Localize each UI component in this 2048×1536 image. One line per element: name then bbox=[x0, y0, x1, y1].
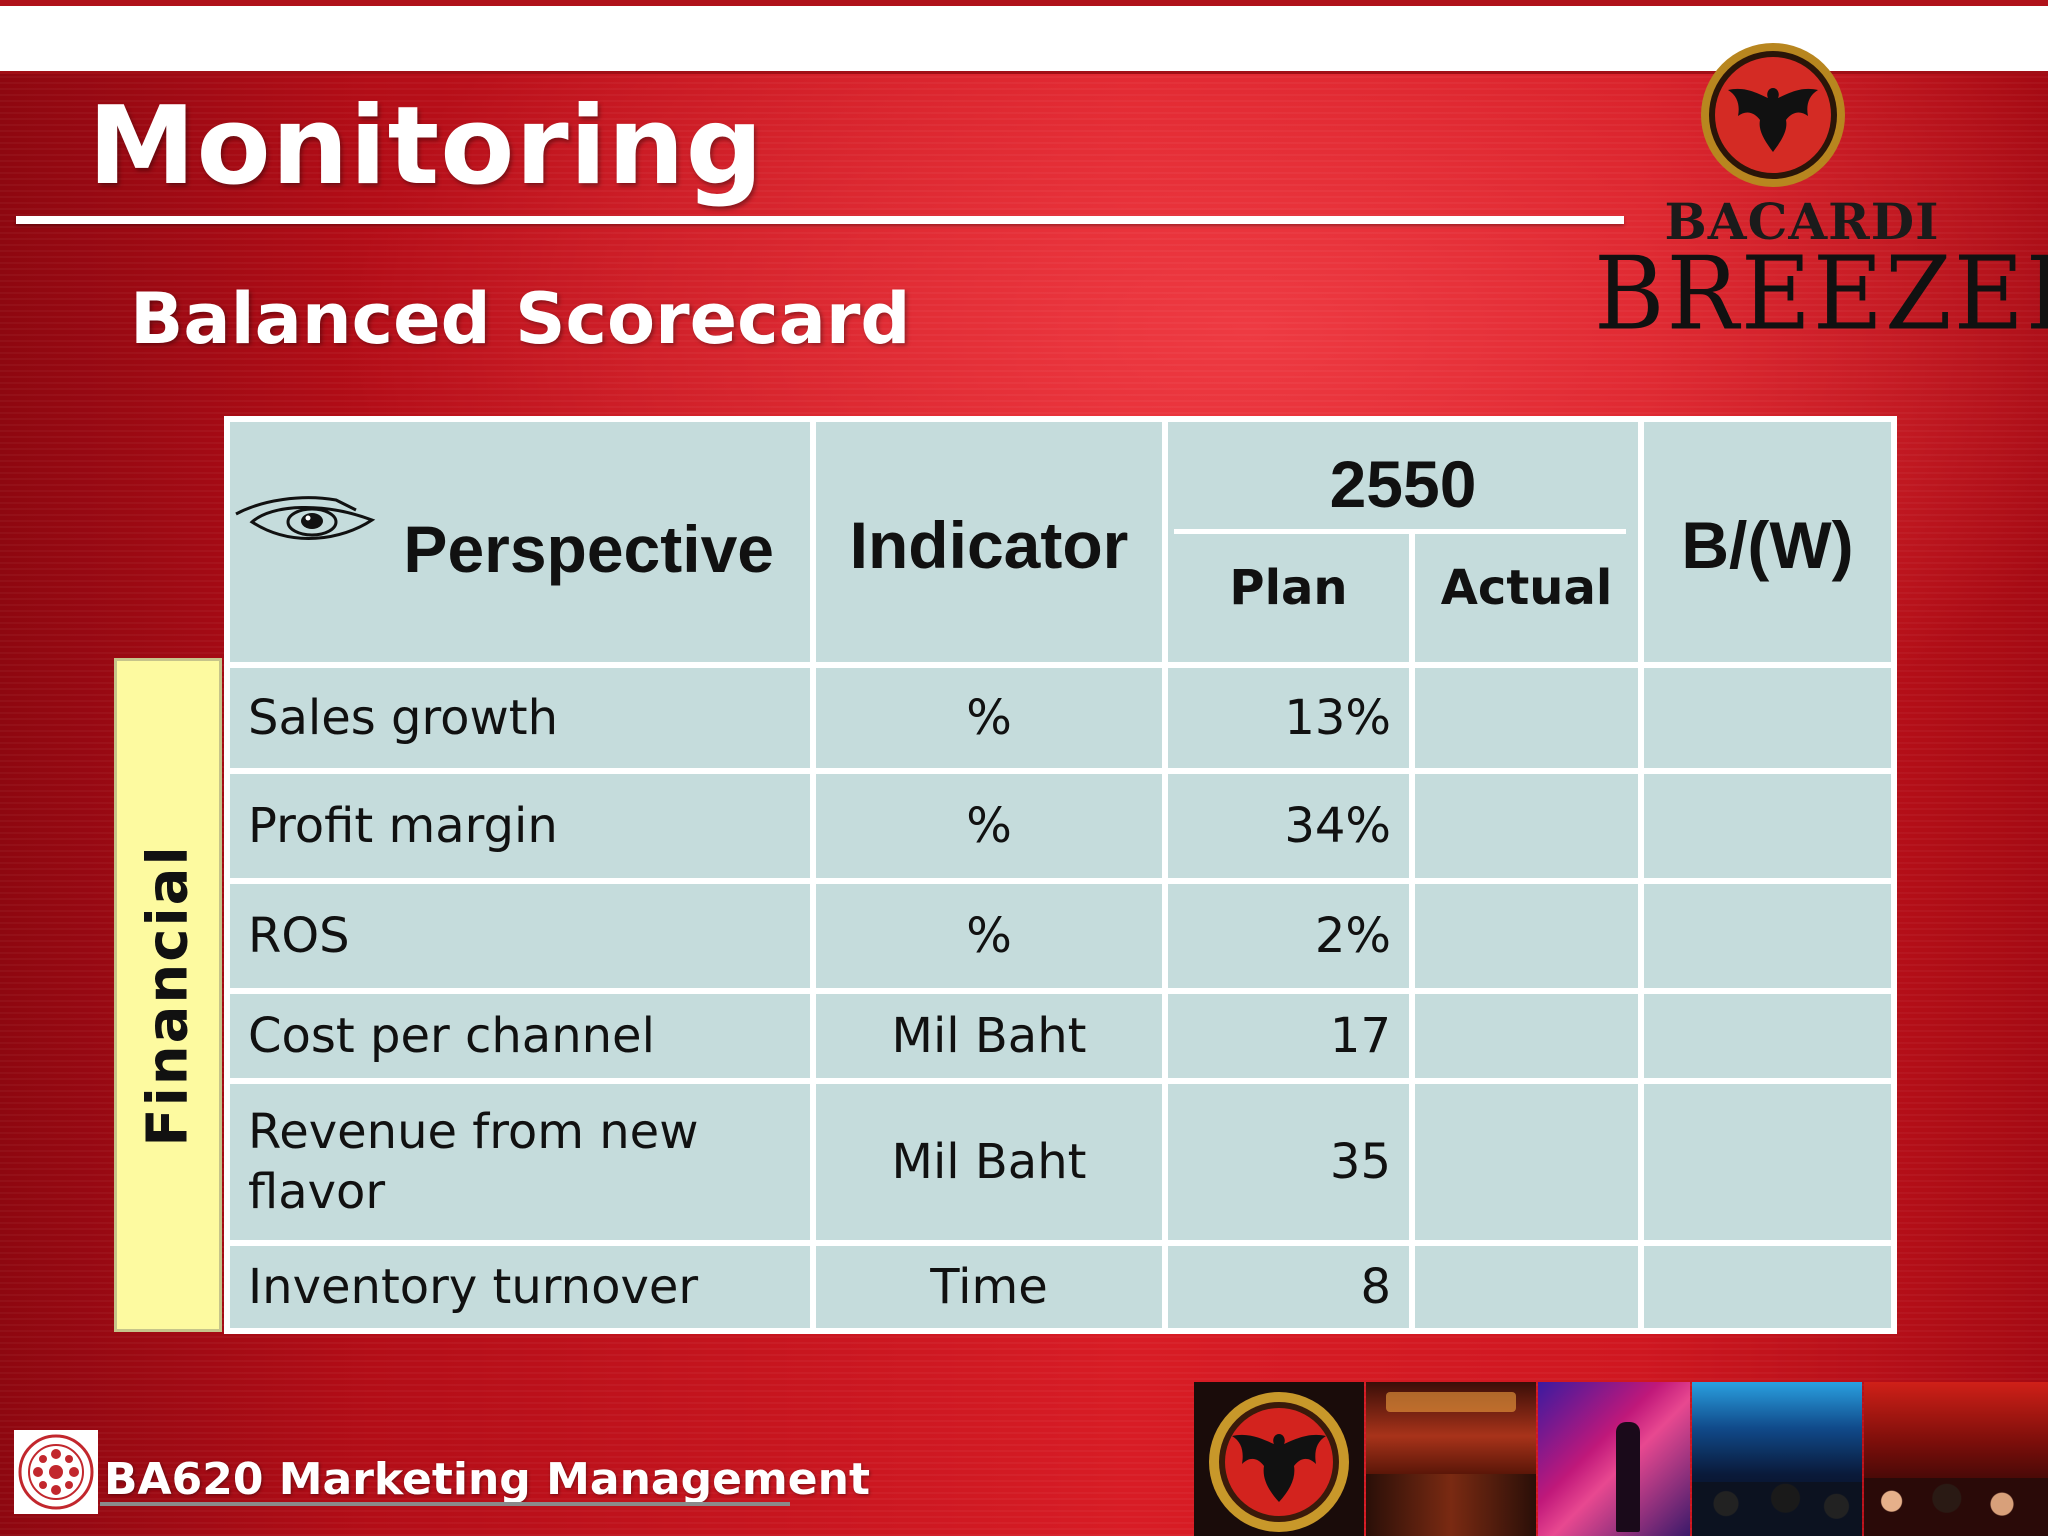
header-bw: B/(W) bbox=[1644, 422, 1891, 662]
table-row-plan: 17 bbox=[1168, 994, 1409, 1078]
table-row-plan: 2% bbox=[1168, 884, 1409, 988]
table-row-bw bbox=[1644, 668, 1891, 768]
header-plan: Plan bbox=[1229, 560, 1348, 616]
photo-performer bbox=[1616, 1422, 1640, 1532]
table-row-plan: 8 bbox=[1168, 1246, 1409, 1328]
table-row-perspective: Cost per channel bbox=[230, 994, 810, 1078]
table-row-indicator: Mil Baht bbox=[816, 994, 1162, 1078]
table-row-plan: 35 bbox=[1168, 1084, 1409, 1240]
table-row-plan: 34% bbox=[1168, 774, 1409, 878]
table-row-perspective: Revenue from new flavor bbox=[230, 1084, 810, 1240]
table-row-perspective: Sales growth bbox=[230, 668, 810, 768]
table-row-actual bbox=[1415, 1084, 1638, 1240]
table-row-bw bbox=[1644, 774, 1891, 878]
table-row-indicator: % bbox=[816, 884, 1162, 988]
header-bw-text: B/(W) bbox=[1681, 508, 1854, 582]
header-indicator-text: Indicator bbox=[849, 508, 1129, 582]
table-row-actual bbox=[1415, 884, 1638, 988]
table-row-plan: 13% bbox=[1168, 668, 1409, 768]
perspective-category-label: Financial bbox=[114, 658, 222, 1332]
table-row-bw bbox=[1644, 1084, 1891, 1240]
table-row-actual bbox=[1415, 1246, 1638, 1328]
header-year-divider bbox=[1174, 529, 1626, 534]
photo-crowd-blue bbox=[1692, 1382, 1862, 1536]
header-actual: Actual bbox=[1440, 560, 1613, 616]
footer-course-title: BA620 Marketing Management bbox=[104, 1454, 870, 1505]
footer-underline bbox=[100, 1502, 790, 1506]
header-perspective: Perspective bbox=[230, 422, 810, 662]
photo-emblem bbox=[1194, 1382, 1364, 1536]
table-row-bw bbox=[1644, 1246, 1891, 1328]
photo-bar-lights bbox=[1386, 1392, 1516, 1412]
header-year: 2550 bbox=[1329, 447, 1477, 521]
table-row-indicator: Mil Baht bbox=[816, 1084, 1162, 1240]
scorecard-table: Perspective Indicator 2550 Plan Actual B… bbox=[224, 416, 1897, 1334]
table-row-perspective-text: Revenue from new flavor bbox=[248, 1104, 699, 1220]
table-row-bw bbox=[1644, 884, 1891, 988]
brand-word-bacardi: BACARDI bbox=[1664, 192, 1940, 251]
photo-stage-performance bbox=[1538, 1382, 1690, 1536]
bat-emblem-icon bbox=[1701, 43, 1845, 187]
eye-icon bbox=[235, 496, 376, 540]
table-row-actual bbox=[1415, 774, 1638, 878]
table-row-perspective: ROS bbox=[230, 884, 810, 988]
photo-crowd-red bbox=[1864, 1382, 2048, 1536]
photo-bar-interior bbox=[1366, 1382, 1536, 1536]
photo-red-crowd bbox=[1864, 1478, 2048, 1536]
bat-emblem-photo-icon bbox=[1209, 1392, 1349, 1532]
table-row-indicator: Time bbox=[816, 1246, 1162, 1328]
header-year-group: 2550 Plan Actual bbox=[1168, 422, 1638, 662]
photo-bar-counter bbox=[1366, 1474, 1536, 1536]
table-row-actual bbox=[1415, 668, 1638, 768]
table-row-perspective: Inventory turnover bbox=[230, 1246, 810, 1328]
seal-icon bbox=[18, 1434, 94, 1510]
top-strip bbox=[0, 0, 2048, 74]
category-financial: Financial bbox=[135, 843, 201, 1147]
slide-title: Monitoring bbox=[88, 84, 764, 209]
table-row-indicator: % bbox=[816, 774, 1162, 878]
header-perspective-text: Perspective bbox=[403, 512, 774, 586]
header-indicator: Indicator bbox=[816, 422, 1162, 662]
header-plan-actual-divider bbox=[1409, 534, 1415, 662]
title-underline bbox=[16, 216, 1624, 224]
photo-crowd bbox=[1692, 1482, 1862, 1536]
slide-subtitle: Balanced Scorecard bbox=[130, 278, 911, 360]
table-row-perspective: Profit margin bbox=[230, 774, 810, 878]
university-seal-icon bbox=[14, 1430, 98, 1514]
brand-logo: BACARDI BREEZER bbox=[1580, 40, 2048, 360]
brand-word-breezer: BREEZER bbox=[1594, 235, 2048, 353]
table-row-actual bbox=[1415, 994, 1638, 1078]
table-row-bw bbox=[1644, 994, 1891, 1078]
table-row-indicator: % bbox=[816, 668, 1162, 768]
